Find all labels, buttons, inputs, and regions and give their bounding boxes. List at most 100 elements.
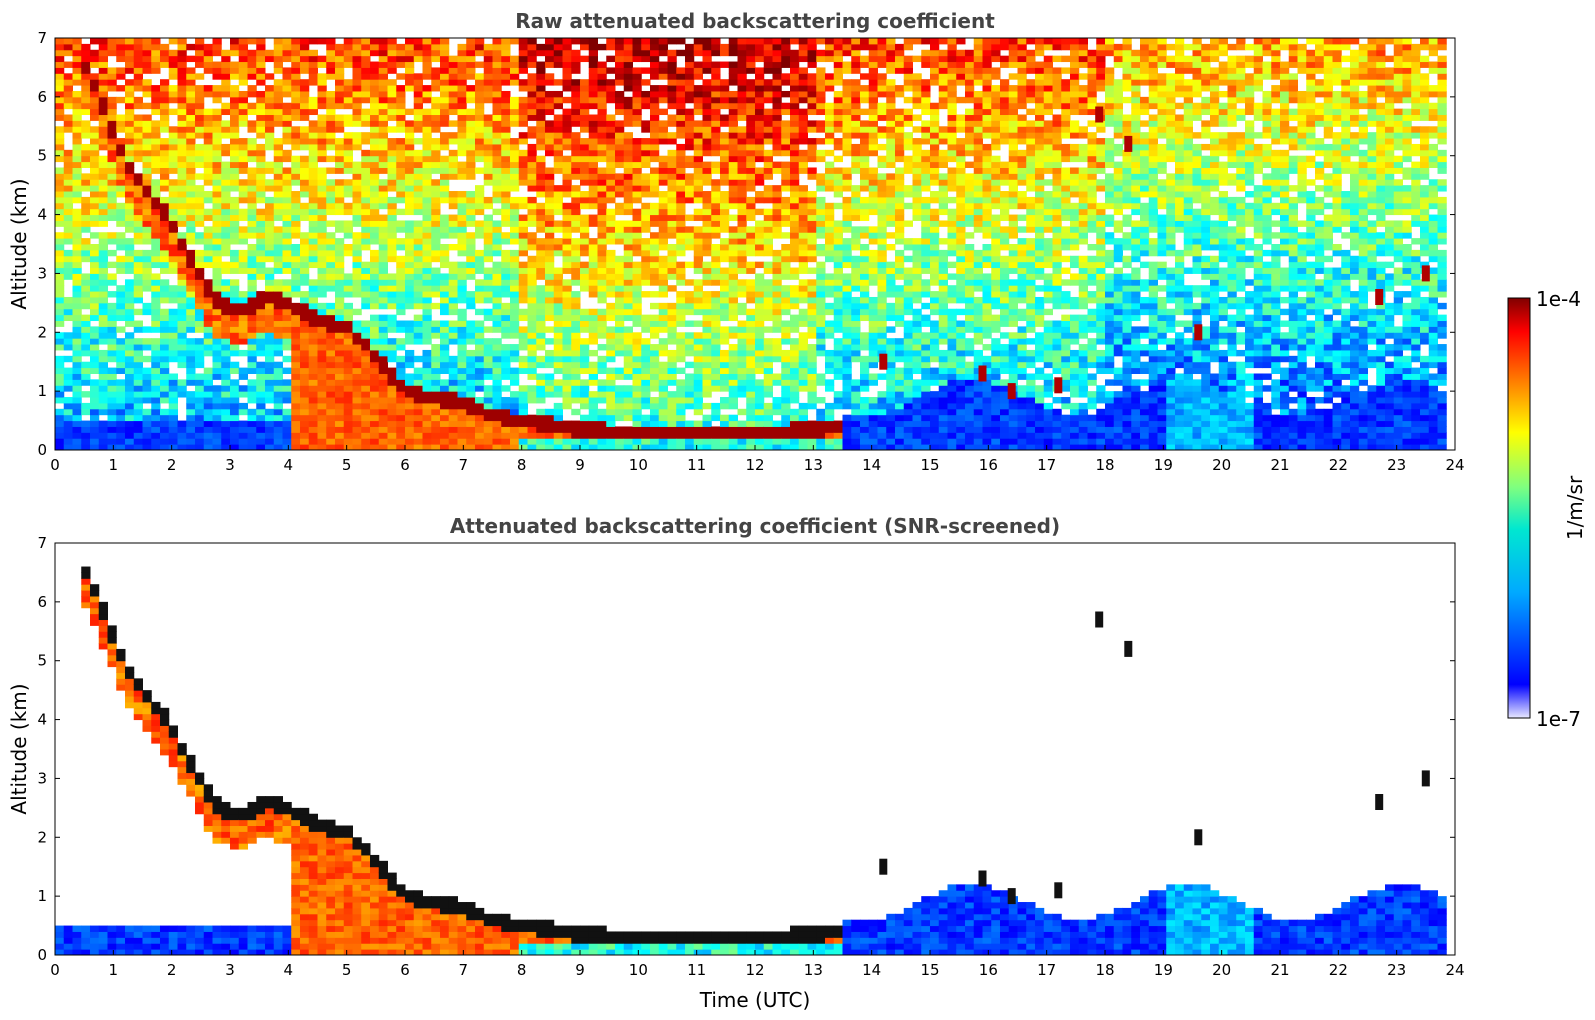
heatmap-cell — [475, 61, 485, 68]
heatmap-cell — [230, 167, 240, 174]
heatmap-cell — [405, 161, 415, 168]
heatmap-cell — [413, 408, 423, 416]
heatmap-cell — [116, 155, 126, 163]
heatmap-cell — [142, 167, 152, 174]
heatmap-cell — [221, 379, 231, 386]
heatmap-cell — [256, 267, 266, 274]
heatmap-cell — [518, 132, 528, 139]
heatmap-cell — [335, 55, 345, 63]
heatmap-cell — [676, 279, 686, 286]
heatmap-cell — [720, 355, 730, 363]
heatmap-cell — [440, 179, 450, 186]
heatmap-cell — [125, 132, 135, 139]
heatmap-cell — [282, 132, 292, 139]
heatmap-cell — [230, 185, 240, 192]
heatmap-cell — [265, 49, 275, 57]
heatmap-cell — [203, 320, 213, 327]
heatmap-cell — [553, 102, 563, 110]
heatmap-cell — [335, 238, 345, 245]
heatmap-cell — [746, 397, 756, 404]
heatmap-cell — [90, 155, 100, 163]
heatmap-cell — [571, 79, 581, 86]
heatmap-cell — [81, 438, 91, 445]
heatmap-cell — [413, 238, 423, 245]
heatmap-cell — [405, 155, 415, 163]
heatmap-cell — [562, 214, 572, 221]
heatmap-cell — [396, 155, 406, 163]
heatmap-cell — [230, 314, 240, 322]
heatmap-cell — [273, 438, 283, 445]
heatmap-cell — [711, 73, 721, 80]
heatmap-cell — [203, 191, 213, 198]
heatmap-cell — [177, 132, 187, 139]
heatmap-cell — [527, 179, 537, 186]
heatmap-cell — [685, 155, 695, 163]
heatmap-cell — [728, 355, 738, 363]
heatmap-cell — [256, 196, 266, 204]
heatmap-cell — [422, 249, 432, 257]
heatmap-cell — [606, 438, 616, 445]
heatmap-cell — [300, 179, 310, 186]
heatmap-cell — [72, 161, 82, 168]
heatmap-cell — [177, 114, 187, 121]
heatmap-cell — [755, 308, 765, 316]
heatmap-cell — [317, 267, 327, 274]
heatmap-cell — [667, 261, 677, 269]
heatmap-cell — [606, 379, 616, 386]
heatmap-cell — [685, 244, 695, 251]
heatmap-cell — [562, 43, 572, 51]
heatmap-cell — [510, 220, 520, 227]
heatmap-cell — [413, 85, 423, 92]
heatmap-cell — [387, 373, 397, 380]
heatmap-cell — [580, 167, 590, 174]
heatmap-cell — [641, 314, 651, 322]
heatmap-cell — [238, 255, 248, 263]
heatmap-cell — [160, 391, 170, 398]
heatmap-cell — [326, 132, 336, 139]
heatmap-cell — [396, 179, 406, 186]
heatmap-cell — [212, 143, 222, 151]
heatmap-cell — [370, 108, 380, 116]
heatmap-cell — [405, 320, 415, 327]
heatmap-cell — [212, 85, 222, 92]
heatmap-cell — [186, 302, 196, 310]
heatmap-cell — [755, 208, 765, 216]
heatmap-cell — [492, 102, 502, 110]
heatmap-cell — [763, 296, 773, 304]
heatmap-cell — [632, 314, 642, 322]
heatmap-cell — [492, 126, 502, 133]
heatmap-cell — [317, 397, 327, 404]
heatmap-cell — [168, 385, 178, 392]
heatmap-cell — [553, 249, 563, 257]
heatmap-cell — [632, 438, 642, 445]
heatmap-cell — [396, 320, 406, 327]
heatmap-cell — [571, 355, 581, 363]
heatmap-cell — [562, 338, 572, 345]
heatmap-cell — [457, 55, 467, 63]
heatmap-cell — [343, 249, 353, 257]
heatmap-cell — [457, 291, 467, 298]
heatmap-cell — [107, 191, 117, 198]
heatmap-cell — [606, 155, 616, 163]
heatmap-cell — [125, 414, 135, 422]
heatmap-cell — [623, 373, 633, 380]
heatmap-cell — [256, 96, 266, 104]
heatmap-cell — [107, 385, 117, 392]
heatmap-cell — [693, 402, 703, 410]
heatmap-cell — [571, 173, 581, 180]
heatmap-cell — [597, 96, 607, 104]
heatmap-cell — [396, 344, 406, 351]
heatmap-cell — [308, 349, 318, 357]
heatmap-cell — [265, 238, 275, 245]
heatmap-cell — [597, 167, 607, 174]
heatmap-cell — [606, 285, 616, 292]
heatmap-cell — [186, 126, 196, 133]
heatmap-cell — [55, 385, 65, 392]
heatmap-cell — [623, 161, 633, 168]
heatmap-cell — [160, 167, 170, 174]
heatmap-cell — [98, 255, 108, 263]
heatmap-cell — [492, 391, 502, 398]
heatmap-cell — [527, 373, 537, 380]
heatmap-cell — [615, 326, 625, 333]
heatmap-cell — [168, 132, 178, 139]
